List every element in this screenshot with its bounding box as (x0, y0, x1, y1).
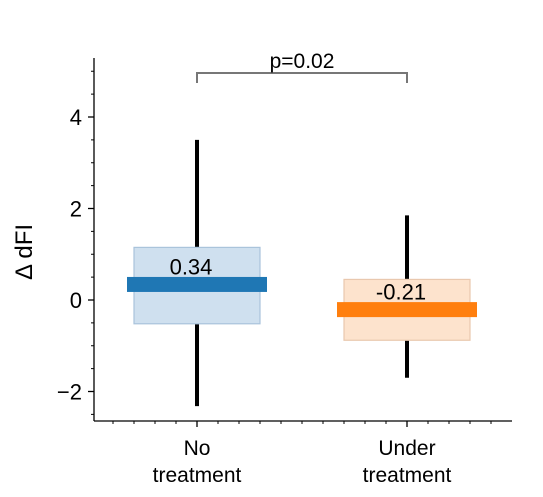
chart-labels: Δ dFI No treatment Under treatment (11, 224, 452, 487)
x-tick-label: No (184, 437, 211, 460)
median-label: 0.34 (170, 254, 213, 279)
bracket-line (196, 72, 408, 83)
significance-bracket: p=0.02 (196, 50, 408, 83)
x-tick-label: Under (378, 437, 435, 460)
y-tick-label: 2 (70, 197, 82, 222)
p-value-label: p=0.02 (270, 50, 335, 73)
chart-marks: 0.34 -0.21 p=0.02 (127, 50, 477, 407)
y-tick-label: −2 (57, 380, 82, 405)
series-1: 0.34 (127, 139, 267, 407)
y-tick-label: 0 (70, 288, 82, 313)
series-2: -0.21 (337, 215, 477, 378)
y-axis-label: Δ dFI (11, 224, 38, 280)
x-tick-label: treatment (153, 464, 242, 487)
median-label: -0.21 (376, 280, 426, 305)
median-bar (337, 302, 477, 318)
x-tick-label: treatment (363, 464, 452, 487)
axes: −2 0 2 4 (57, 58, 512, 427)
y-tick-label: 4 (70, 105, 82, 130)
median-bar (127, 276, 267, 292)
